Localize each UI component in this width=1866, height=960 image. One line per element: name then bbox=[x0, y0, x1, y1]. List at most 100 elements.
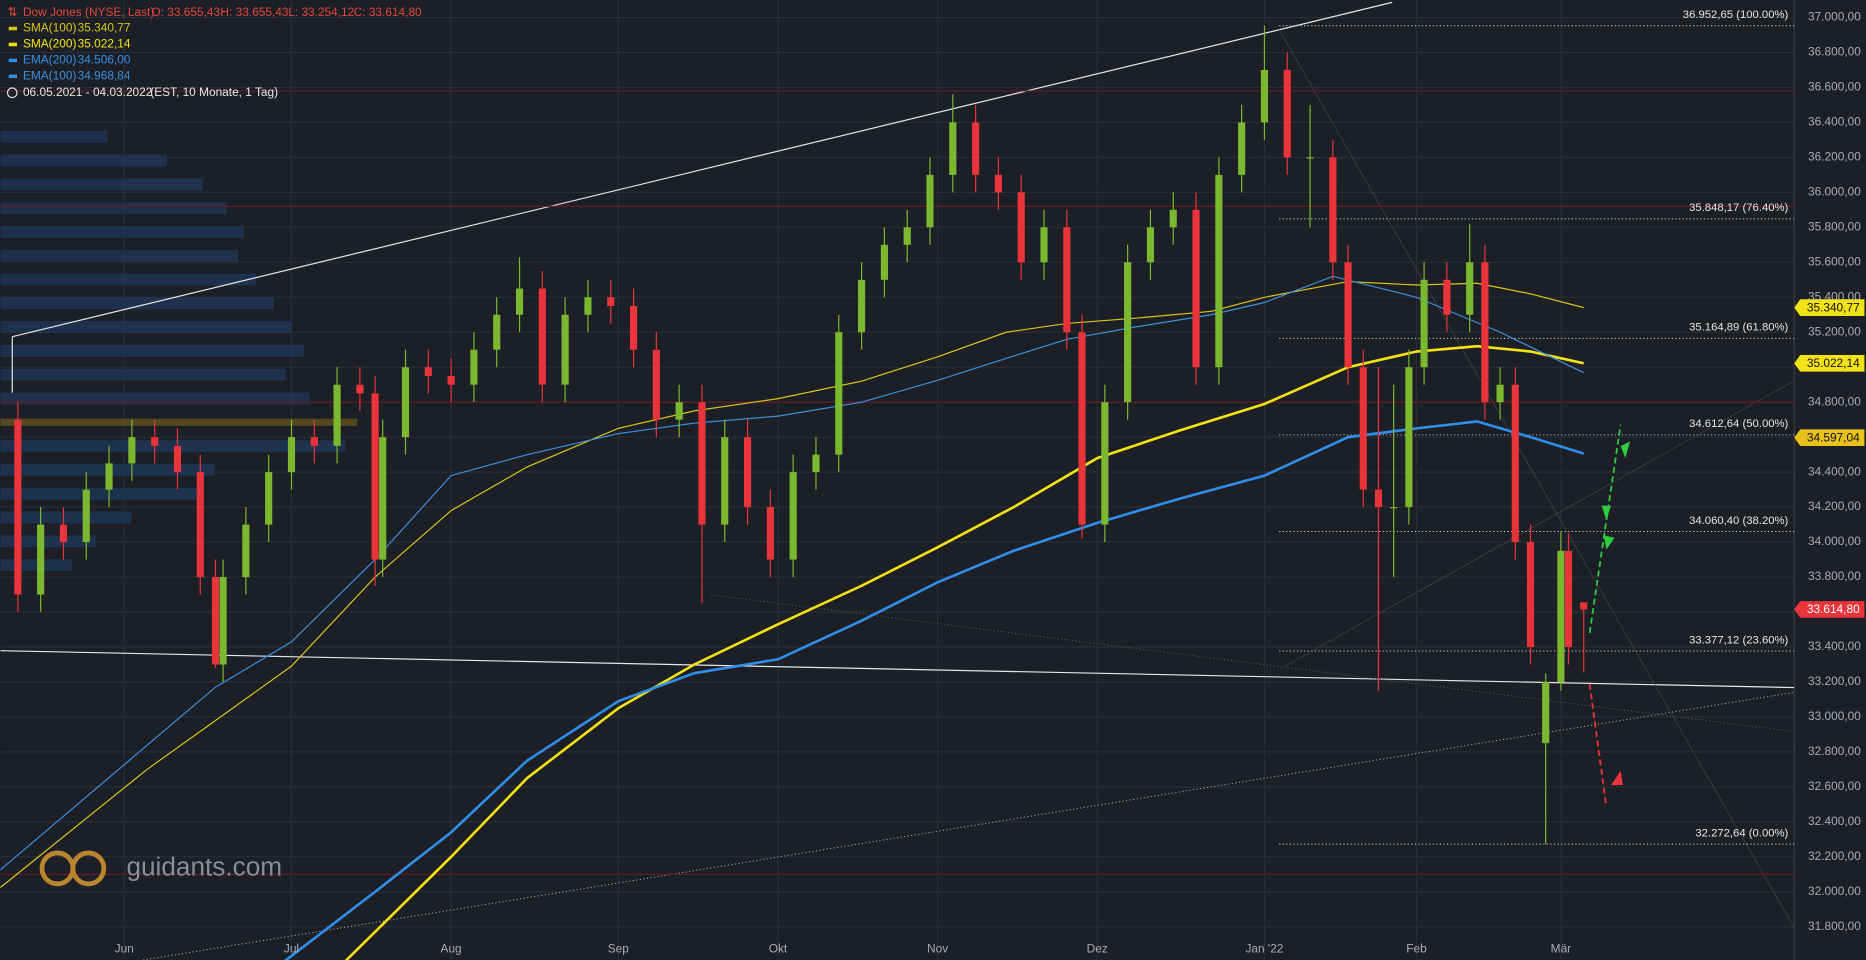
legend-value: 34.506,00 bbox=[78, 53, 131, 67]
header-icon: ⇅ bbox=[7, 5, 17, 19]
price-tag-label: 34.597,04 bbox=[1807, 430, 1860, 444]
candle-body bbox=[698, 402, 706, 525]
candle-body bbox=[812, 454, 820, 473]
candle-body bbox=[949, 122, 957, 175]
candle-body bbox=[1420, 279, 1428, 368]
date-range: 06.05.2021 - 04.03.2022 bbox=[23, 85, 152, 99]
fib-label: 35.164,89 (61.80%) bbox=[1689, 322, 1788, 334]
trend-line bbox=[143, 691, 1795, 960]
watermark: guidants.com bbox=[39, 850, 282, 887]
price-tag-label: 33.614,80 bbox=[1807, 602, 1860, 616]
x-tick-label: Jul bbox=[284, 941, 299, 955]
y-tick-label: 34.400,00 bbox=[1808, 464, 1861, 478]
candle-body bbox=[1542, 681, 1550, 744]
candle-body bbox=[607, 297, 615, 307]
candle-body bbox=[59, 524, 68, 543]
candle-body bbox=[1466, 262, 1474, 315]
candle-body bbox=[789, 472, 797, 560]
ohlc-high: H: 33.655,43 bbox=[220, 5, 288, 19]
candle-body bbox=[493, 314, 501, 350]
legend-swatch bbox=[8, 58, 18, 63]
candle-body bbox=[287, 437, 296, 473]
y-tick-label: 33.200,00 bbox=[1808, 674, 1861, 688]
price-tag bbox=[1794, 601, 1865, 618]
legend-swatch bbox=[8, 74, 18, 79]
candle-body bbox=[470, 349, 478, 385]
candle-body bbox=[652, 349, 660, 420]
candle-body bbox=[1260, 69, 1269, 123]
y-tick-label: 36.400,00 bbox=[1808, 115, 1861, 129]
candle-body bbox=[356, 384, 364, 394]
arrow-head bbox=[1611, 770, 1623, 786]
ohlc-close: C: 33.614,80 bbox=[354, 5, 422, 19]
candle-body bbox=[1359, 367, 1367, 490]
candle-body bbox=[1443, 279, 1451, 315]
candle-body bbox=[242, 524, 250, 578]
candle-body bbox=[903, 227, 911, 245]
candle-body bbox=[1306, 157, 1314, 159]
x-tick-label: Sep bbox=[608, 941, 630, 955]
y-tick-label: 36.800,00 bbox=[1808, 45, 1861, 59]
candle-body bbox=[835, 332, 843, 455]
price-tag-label: 35.022,14 bbox=[1807, 356, 1860, 370]
indicator-line bbox=[284, 420, 1585, 960]
candle-body bbox=[310, 437, 318, 446]
candle-body bbox=[1192, 209, 1200, 368]
candle-body bbox=[858, 279, 866, 333]
legend-value: 34.968,84 bbox=[78, 69, 131, 83]
chart-title: Dow Jones (NYSE, Last) bbox=[23, 5, 154, 19]
candle-body bbox=[128, 437, 136, 464]
fib-label: 33.377,12 (23.60%) bbox=[1689, 634, 1788, 646]
fib-label: 35.848,17 (76.40%) bbox=[1689, 202, 1788, 214]
candle-body bbox=[1511, 384, 1519, 543]
candle-body bbox=[196, 472, 204, 578]
watermark-text: guidants.com bbox=[126, 851, 282, 881]
y-tick-label: 32.400,00 bbox=[1808, 814, 1861, 828]
y-tick-label: 35.800,00 bbox=[1808, 219, 1861, 233]
trend-line bbox=[0, 650, 1795, 689]
candle-body bbox=[1017, 192, 1025, 263]
candle-body bbox=[1557, 550, 1565, 682]
candle-body bbox=[538, 288, 546, 385]
y-tick-label: 32.800,00 bbox=[1808, 744, 1861, 758]
candle-body bbox=[401, 367, 410, 438]
candle-body bbox=[1124, 262, 1132, 403]
y-tick-label: 36.000,00 bbox=[1808, 184, 1861, 198]
price-tag bbox=[1794, 299, 1865, 316]
y-tick-label: 32.000,00 bbox=[1808, 884, 1861, 898]
x-tick-label: Jan '22 bbox=[1245, 941, 1283, 955]
candle-body bbox=[675, 402, 683, 420]
drawings bbox=[0, 1, 1795, 960]
y-tick-label: 32.200,00 bbox=[1808, 849, 1861, 863]
candle-body bbox=[14, 419, 22, 595]
candle-body bbox=[1390, 507, 1398, 509]
y-tick-label: 34.200,00 bbox=[1808, 499, 1861, 513]
candle-body bbox=[515, 288, 524, 315]
legend-name: EMA(200) bbox=[23, 53, 77, 67]
candle-body bbox=[333, 384, 341, 446]
candle-body bbox=[1169, 209, 1177, 228]
header: ⇅ Dow Jones (NYSE, Last) O: 33.655,43 H:… bbox=[6, 5, 422, 99]
trend-line bbox=[710, 594, 1795, 733]
plot-area bbox=[0, 25, 1795, 960]
candle-body bbox=[1496, 384, 1504, 403]
legend-value: 35.340,77 bbox=[78, 21, 131, 35]
candle-body bbox=[1405, 367, 1413, 508]
candle-body bbox=[584, 297, 592, 315]
legend-name: SMA(100) bbox=[23, 21, 77, 35]
candle-body bbox=[880, 244, 888, 280]
x-tick-label: Feb bbox=[1406, 941, 1427, 955]
candle-body bbox=[629, 306, 638, 350]
legend-swatch bbox=[8, 26, 18, 31]
candle-body bbox=[1344, 262, 1352, 368]
y-tick-label: 33.000,00 bbox=[1808, 709, 1861, 723]
candle-body bbox=[37, 524, 45, 595]
trend-line bbox=[1284, 380, 1795, 667]
x-tick-label: Okt bbox=[769, 941, 788, 955]
candle-body bbox=[379, 437, 387, 560]
x-tick-label: Aug bbox=[441, 941, 462, 955]
fib-label: 34.060,40 (38.20%) bbox=[1689, 515, 1788, 527]
